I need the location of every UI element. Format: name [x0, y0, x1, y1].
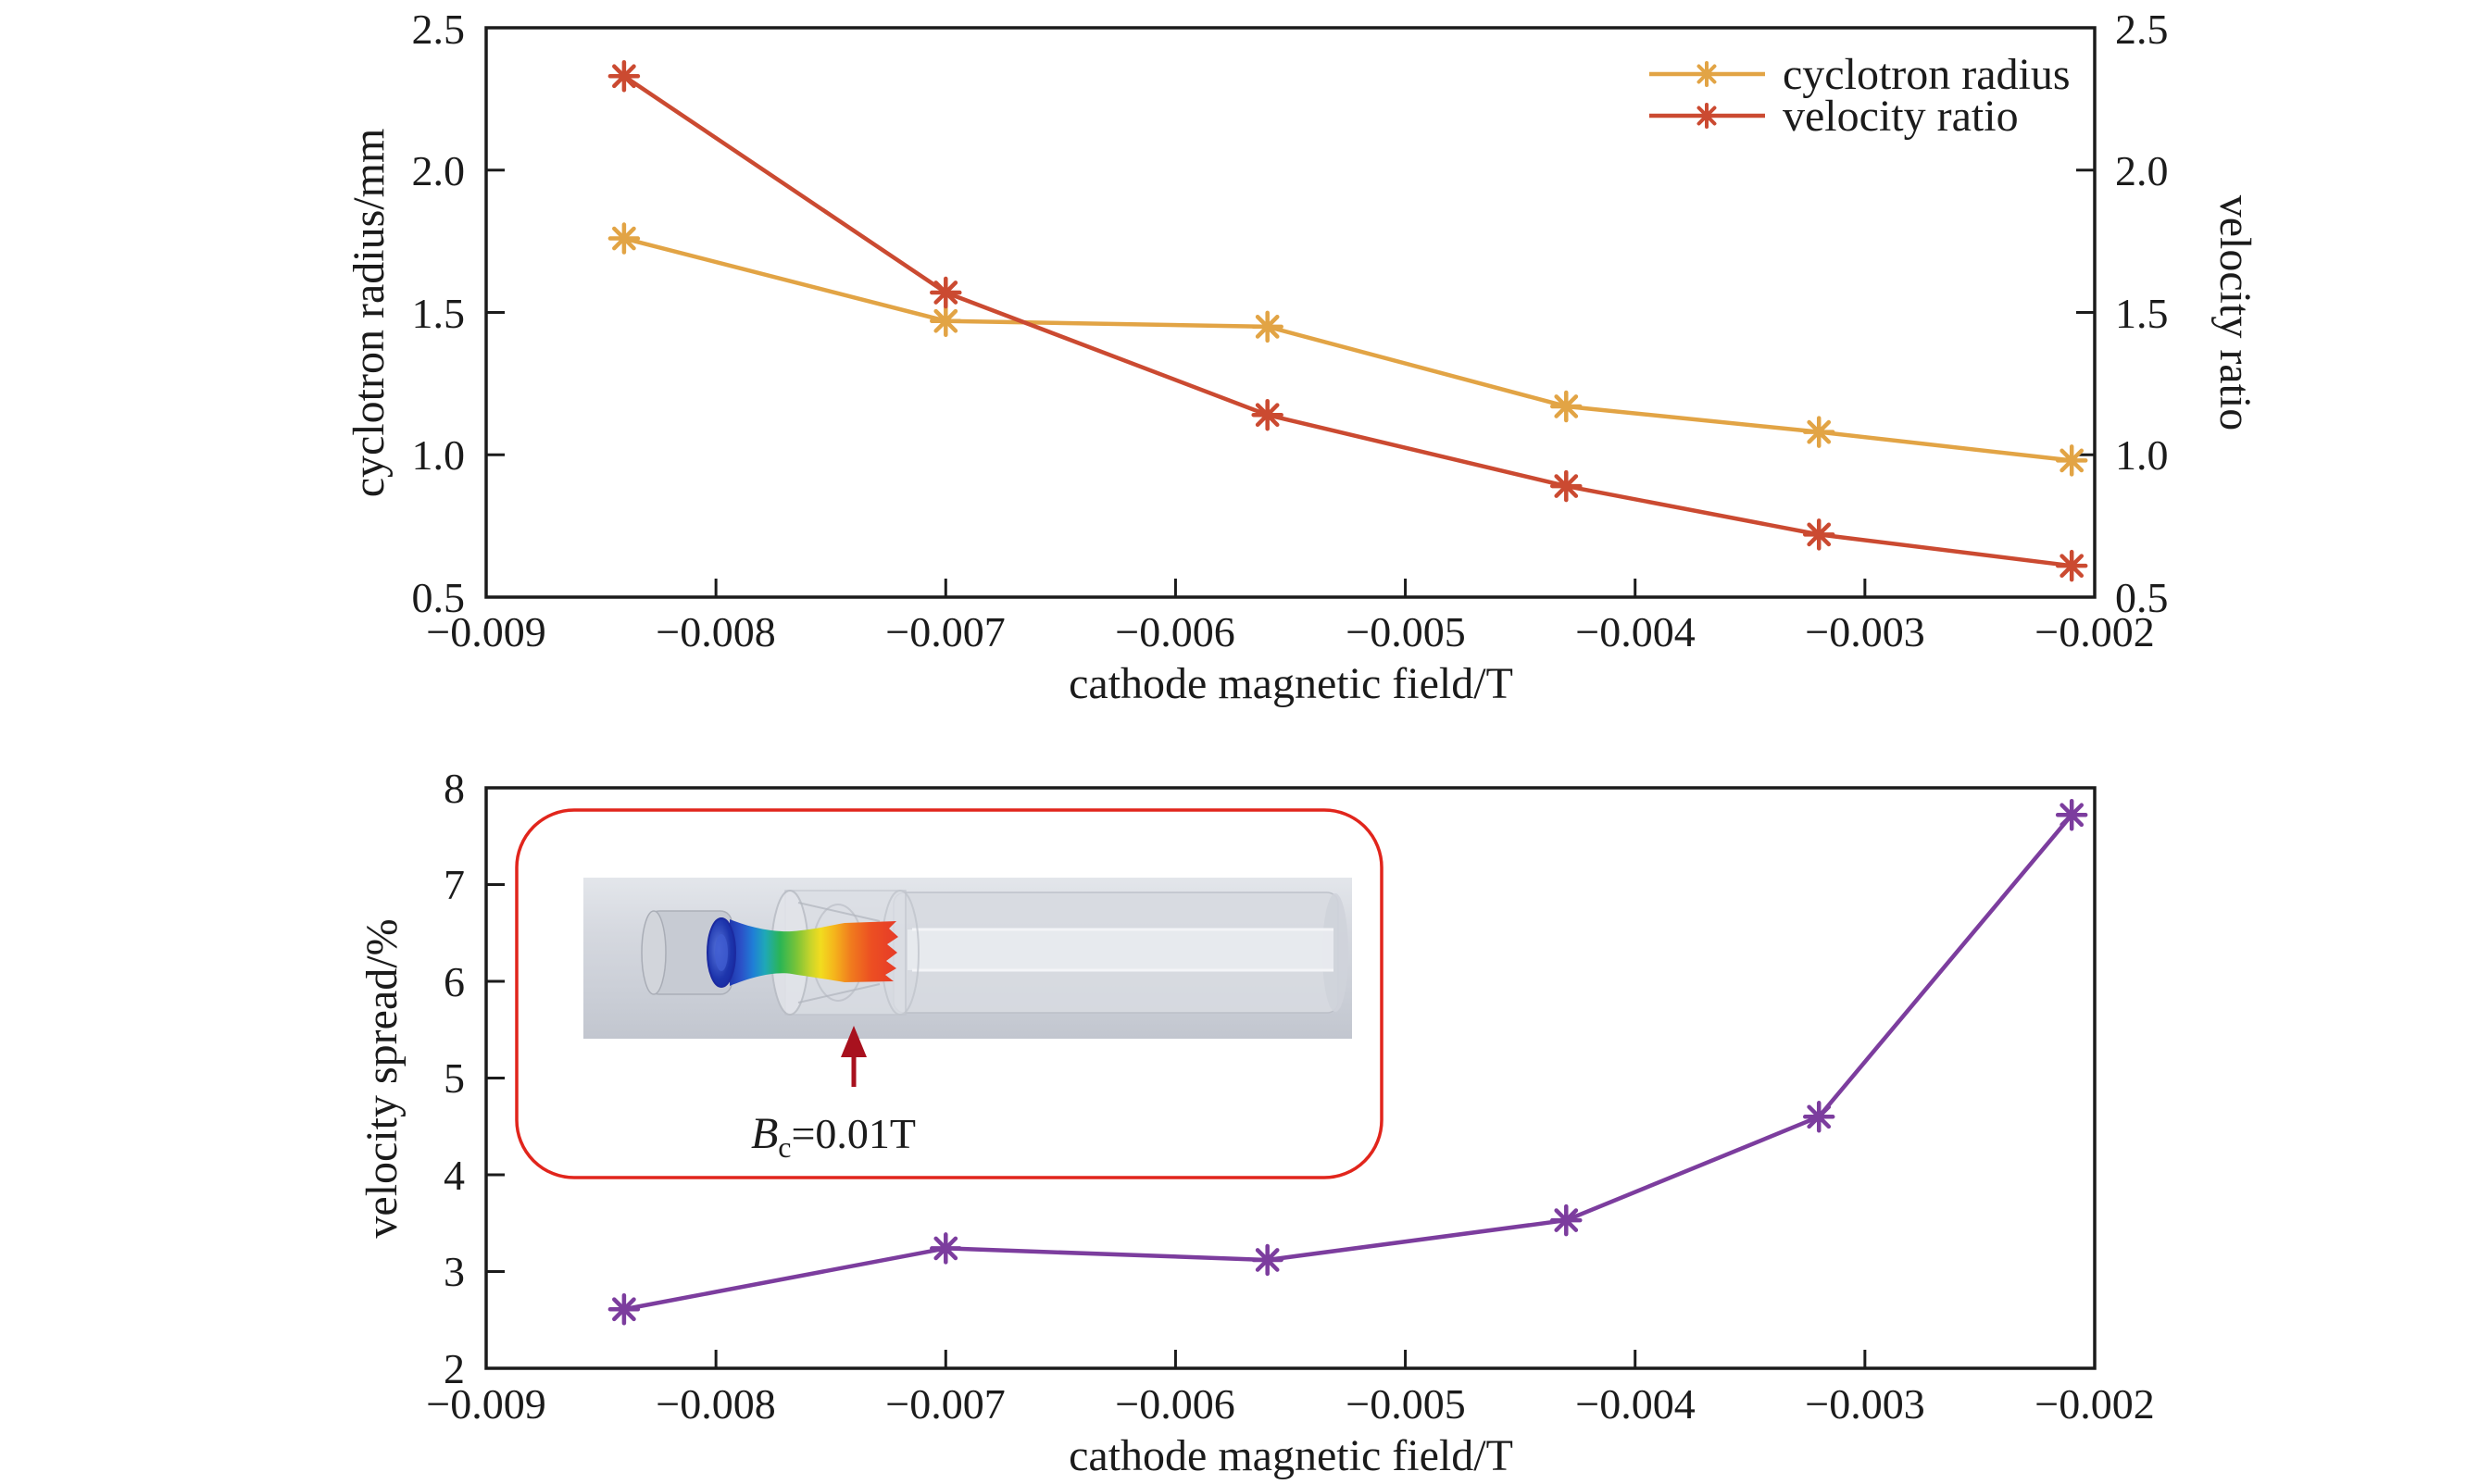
bottom-plot-marks [484, 786, 2097, 1370]
top-x-tick-label: −0.004 [1575, 608, 1695, 655]
top-y-right-tick-label: 2.0 [2115, 147, 2169, 194]
top-y-right-axis-title: velocity ratio [2210, 195, 2260, 431]
electron-beam [730, 919, 898, 986]
top-x-tick-label: −0.002 [2035, 608, 2154, 655]
inset-label: Bc=0.01T [751, 1109, 916, 1164]
bottom-x-tick-label: −0.009 [426, 1380, 545, 1428]
bottom-y-axis-title: velocity spread/% [357, 918, 407, 1238]
top-y-left-tick-label: 1.0 [412, 431, 466, 479]
bottom-chart: Bc=0.01T −0.009 −0.008 −0.007 −0.006 −0.… [357, 765, 2155, 1480]
inset-arrow-head [841, 1026, 867, 1057]
inset-label-var: B [751, 1109, 778, 1158]
bottom-x-axis-title: cathode magnetic field/T [1069, 1431, 1513, 1480]
gun-cylinder-end-cap [1322, 893, 1348, 1012]
top-y-right-tick-label: 2.5 [2115, 6, 2169, 53]
bottom-x-tick-label: −0.008 [656, 1380, 775, 1428]
beam-blue-disk-core [715, 934, 728, 971]
gun-inner-tube [908, 929, 1333, 970]
bottom-x-tick-label: −0.007 [885, 1380, 1005, 1428]
bottom-y-tick-label: 3 [444, 1248, 465, 1295]
top-x-tick-label: −0.007 [885, 608, 1005, 655]
inset-label-rest: =0.01T [791, 1110, 916, 1157]
top-x-tick-label: −0.006 [1115, 608, 1234, 655]
legend-label-velocity-ratio: velocity ratio [1783, 92, 2019, 141]
bottom-y-tick-label: 4 [444, 1152, 465, 1199]
inset-gun-image [583, 878, 1352, 1039]
top-y-right-tick-label: 0.5 [2115, 574, 2169, 621]
inset: Bc=0.01T [515, 808, 1383, 1179]
top-x-axis-title: cathode magnetic field/T [1069, 659, 1513, 708]
inset-label-sub: c [778, 1130, 791, 1164]
bottom-y-tick-label: 7 [444, 861, 465, 908]
bottom-x-tick-label: −0.005 [1346, 1380, 1465, 1428]
bottom-x-tick-label: −0.002 [2035, 1380, 2154, 1428]
top-y-left-tick-label: 0.5 [412, 574, 466, 621]
top-y-right-tick-label: 1.0 [2115, 431, 2169, 479]
top-y-right-tick-label: 1.5 [2115, 290, 2169, 337]
top-plot-marks [484, 26, 2097, 599]
top-chart: −0.009 −0.008 −0.007 −0.006 −0.005 −0.00… [344, 6, 2260, 708]
gun-flare-cone [797, 902, 881, 1004]
top-y-left-tick-label: 2.0 [412, 147, 466, 194]
legend-markers [1694, 61, 1720, 129]
bottom-x-tick-label: −0.006 [1115, 1380, 1234, 1428]
top-x-tick-label: −0.009 [426, 608, 545, 655]
top-y-left-tick-label: 2.5 [412, 6, 466, 53]
top-y-left-tick-label: 1.5 [412, 290, 466, 337]
bottom-y-tick-label: 6 [444, 958, 465, 1005]
bottom-y-tick-label: 5 [444, 1054, 465, 1102]
legend-label-cyclotron-radius: cyclotron radius [1783, 50, 2071, 99]
top-x-tick-label: −0.005 [1346, 608, 1465, 655]
inset-border [515, 808, 1383, 1179]
bottom-x-tick-label: −0.003 [1805, 1380, 1924, 1428]
top-x-tick-label: −0.003 [1805, 608, 1924, 655]
bottom-y-tick-label: 8 [444, 765, 465, 812]
cathode-stub-cap [641, 910, 667, 995]
bottom-y-tick-label: 2 [444, 1345, 465, 1392]
legend: cyclotron radius velocity ratio [1649, 50, 2071, 141]
top-y-left-axis-title: cyclotron radius/mm [344, 129, 394, 498]
bottom-x-tick-label: −0.004 [1575, 1380, 1695, 1428]
top-x-tick-label: −0.008 [656, 608, 775, 655]
